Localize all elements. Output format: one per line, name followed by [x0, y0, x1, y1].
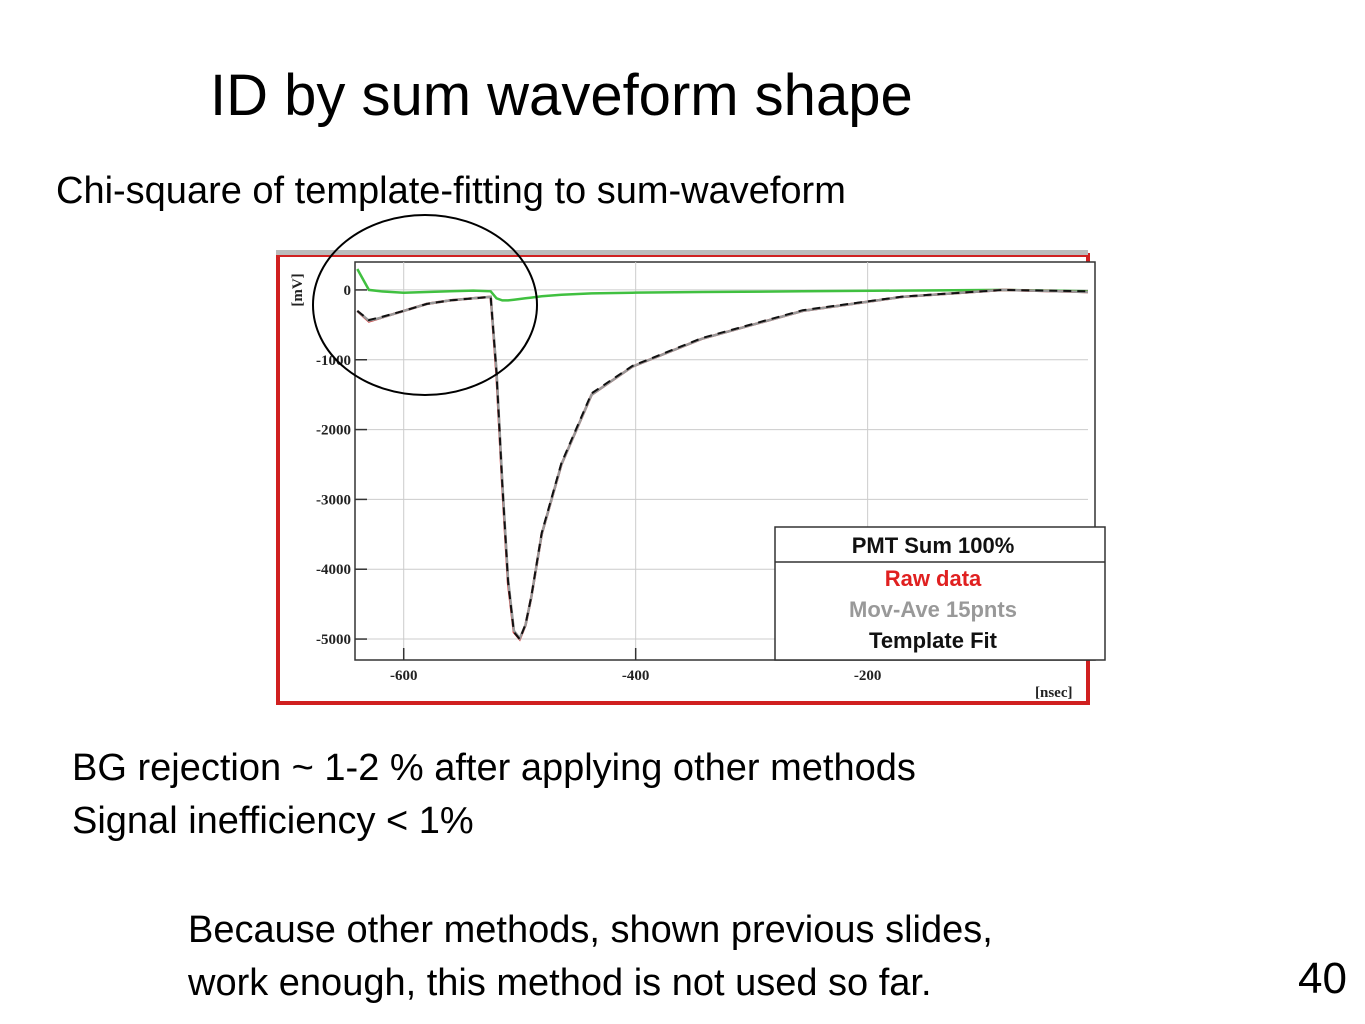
legend-title: PMT Sum 100%: [852, 533, 1015, 558]
legend-box: [774, 526, 1106, 661]
slide-title: ID by sum waveform shape: [210, 63, 913, 128]
x-axis-label: [nsec]: [1035, 685, 1073, 701]
chart-top-edge: [276, 250, 1088, 255]
y-tick-label: -1000: [316, 353, 351, 369]
y-tick-label: -5000: [316, 632, 351, 648]
highlight-circle: [312, 214, 538, 396]
data-line: [356, 288, 1088, 642]
x-tick-label: -600: [390, 668, 418, 684]
y-tick-label: -3000: [316, 492, 351, 508]
legend-entry: Template Fit: [869, 628, 998, 653]
legend-entry: Raw data: [885, 566, 982, 591]
data-line: [356, 268, 1088, 302]
bullet: BG rejection ~ 1-2 % after applying othe…: [72, 747, 916, 789]
y-tick-label: -4000: [316, 562, 351, 578]
subtitle: Chi-square of template-fitting to sum-wa…: [56, 170, 846, 212]
x-tick-label: -400: [622, 668, 650, 684]
y-tick-label: -2000: [316, 423, 351, 439]
page-number: 40: [1298, 954, 1347, 1003]
y-tick-label: 0: [344, 283, 352, 299]
bullet: Signal inefficiency < 1%: [72, 800, 474, 842]
note: work enough, this method is not used so …: [187, 962, 932, 1004]
note: Because other methods, shown previous sl…: [188, 909, 993, 951]
chart: 0 -1000 -2000 -3000 -4000 -5000 -600 -400 -200 [m…: [276, 214, 1106, 705]
y-axis-label: [mV]: [290, 273, 306, 306]
legend-entry: Mov-Ave 15pnts: [849, 597, 1017, 622]
x-tick-label: -200: [854, 668, 882, 684]
